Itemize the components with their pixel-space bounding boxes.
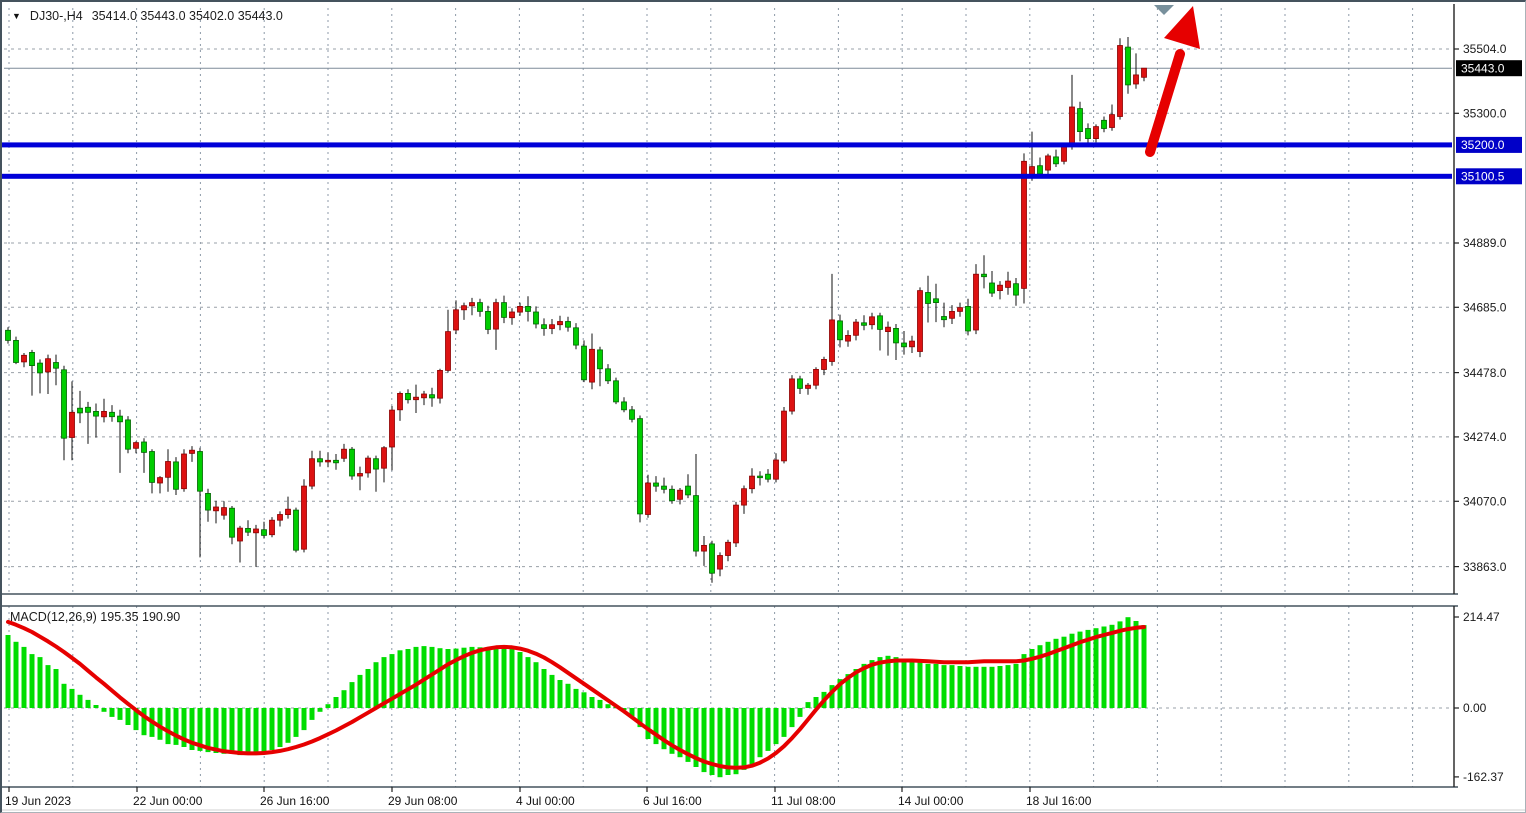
symbol-period-label: DJ30-,H4	[29, 9, 83, 23]
macd-indicator-label: MACD(12,26,9) 195.35 190.90	[10, 610, 181, 624]
time-tick-label: 14 Jul 00:00	[898, 794, 964, 808]
level-price-label: 35100.5	[1461, 170, 1505, 184]
price-axis[interactable]: 35504.0 35300.0 34889.0 34685.0 34478.0 34274…	[1454, 42, 1522, 574]
time-tick-label: 22 Jun 00:00	[133, 794, 203, 808]
price-tick-label: 34685.0	[1463, 301, 1507, 315]
macd-axis[interactable]: 214.47 0.00 -162.37	[1454, 610, 1504, 784]
time-tick-label: 11 Jul 08:00	[771, 794, 836, 808]
time-axis[interactable]: 19 Jun 2023 22 Jun 00:00 26 Jun 16:00 29 Ju…	[5, 787, 1092, 808]
price-tick-label: 33863.0	[1463, 560, 1507, 574]
price-tick-label: 35300.0	[1463, 107, 1507, 121]
scroll-marker-icon[interactable]	[1154, 5, 1174, 15]
price-tick-label: 34070.0	[1463, 495, 1507, 509]
time-tick-label: 18 Jul 16:00	[1026, 794, 1092, 808]
chart-title: ▼ DJ30-,H4 35414.0 35443.0 35402.0 35443…	[12, 9, 283, 23]
level-price-label: 35200.0	[1461, 138, 1505, 152]
macd-tick-label: 214.47	[1463, 610, 1500, 624]
panel-borders	[2, 4, 1525, 811]
symbol-dropdown-icon[interactable]: ▼	[12, 10, 21, 21]
vertical-gridlines	[8, 8, 1414, 787]
macd-signal-line	[6, 619, 1146, 770]
macd-tick-label: -162.37	[1463, 770, 1504, 784]
support-resistance-line[interactable]	[2, 173, 1452, 179]
price-tick-label: 34478.0	[1463, 366, 1507, 380]
horizontal-gridlines	[4, 48, 1452, 709]
time-tick-label: 6 Jul 16:00	[643, 794, 702, 808]
price-tick-label: 34889.0	[1463, 236, 1507, 250]
time-tick-label: 19 Jun 2023	[5, 794, 71, 808]
time-tick-label: 29 Jun 08:00	[388, 794, 458, 808]
price-tick-label: 34274.0	[1463, 430, 1507, 444]
macd-histogram	[5, 617, 1147, 778]
macd-tick-label: 0.00	[1463, 701, 1487, 715]
ohlc-values-label: 35414.0 35443.0 35402.0 35443.0	[91, 9, 283, 23]
support-resistance-line[interactable]	[2, 142, 1452, 148]
time-tick-label: 26 Jun 16:00	[260, 794, 330, 808]
price-tick-label: 35504.0	[1463, 42, 1507, 56]
trend-arrow[interactable]	[1145, 6, 1200, 157]
current-price-label: 35443.0	[1461, 61, 1505, 75]
candlestick-series	[5, 37, 1147, 583]
time-tick-label: 4 Jul 00:00	[516, 794, 575, 808]
